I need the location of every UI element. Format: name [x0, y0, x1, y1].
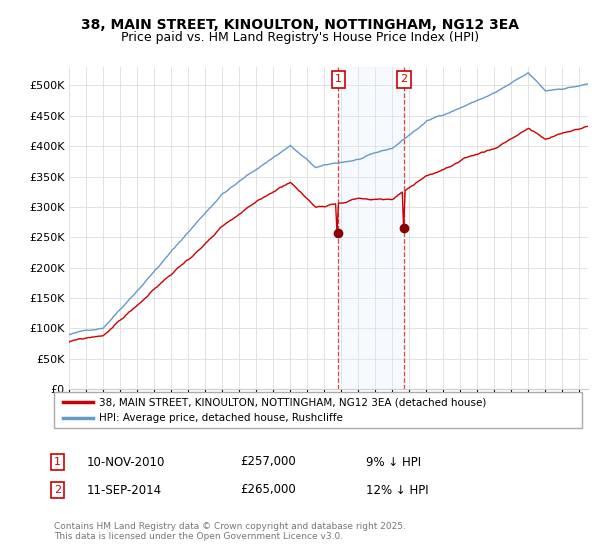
Text: 1: 1 [335, 74, 342, 85]
Text: Price paid vs. HM Land Registry's House Price Index (HPI): Price paid vs. HM Land Registry's House … [121, 31, 479, 44]
Text: Contains HM Land Registry data © Crown copyright and database right 2025.
This d: Contains HM Land Registry data © Crown c… [54, 522, 406, 542]
Text: 9% ↓ HPI: 9% ↓ HPI [366, 455, 421, 469]
Text: 10-NOV-2010: 10-NOV-2010 [87, 455, 166, 469]
Text: 2: 2 [54, 485, 61, 495]
Text: 12% ↓ HPI: 12% ↓ HPI [366, 483, 428, 497]
Text: 38, MAIN STREET, KINOULTON, NOTTINGHAM, NG12 3EA (detached house): 38, MAIN STREET, KINOULTON, NOTTINGHAM, … [99, 397, 487, 407]
Text: £265,000: £265,000 [240, 483, 296, 497]
Text: 2: 2 [400, 74, 407, 85]
Bar [338, 67, 404, 389]
Text: £257,000: £257,000 [240, 455, 296, 469]
Text: 38, MAIN STREET, KINOULTON, NOTTINGHAM, NG12 3EA: 38, MAIN STREET, KINOULTON, NOTTINGHAM, … [81, 18, 519, 32]
Text: 1: 1 [54, 457, 61, 467]
Text: HPI: Average price, detached house, Rushcliffe: HPI: Average price, detached house, Rush… [99, 413, 343, 423]
Text: 11-SEP-2014: 11-SEP-2014 [87, 483, 162, 497]
